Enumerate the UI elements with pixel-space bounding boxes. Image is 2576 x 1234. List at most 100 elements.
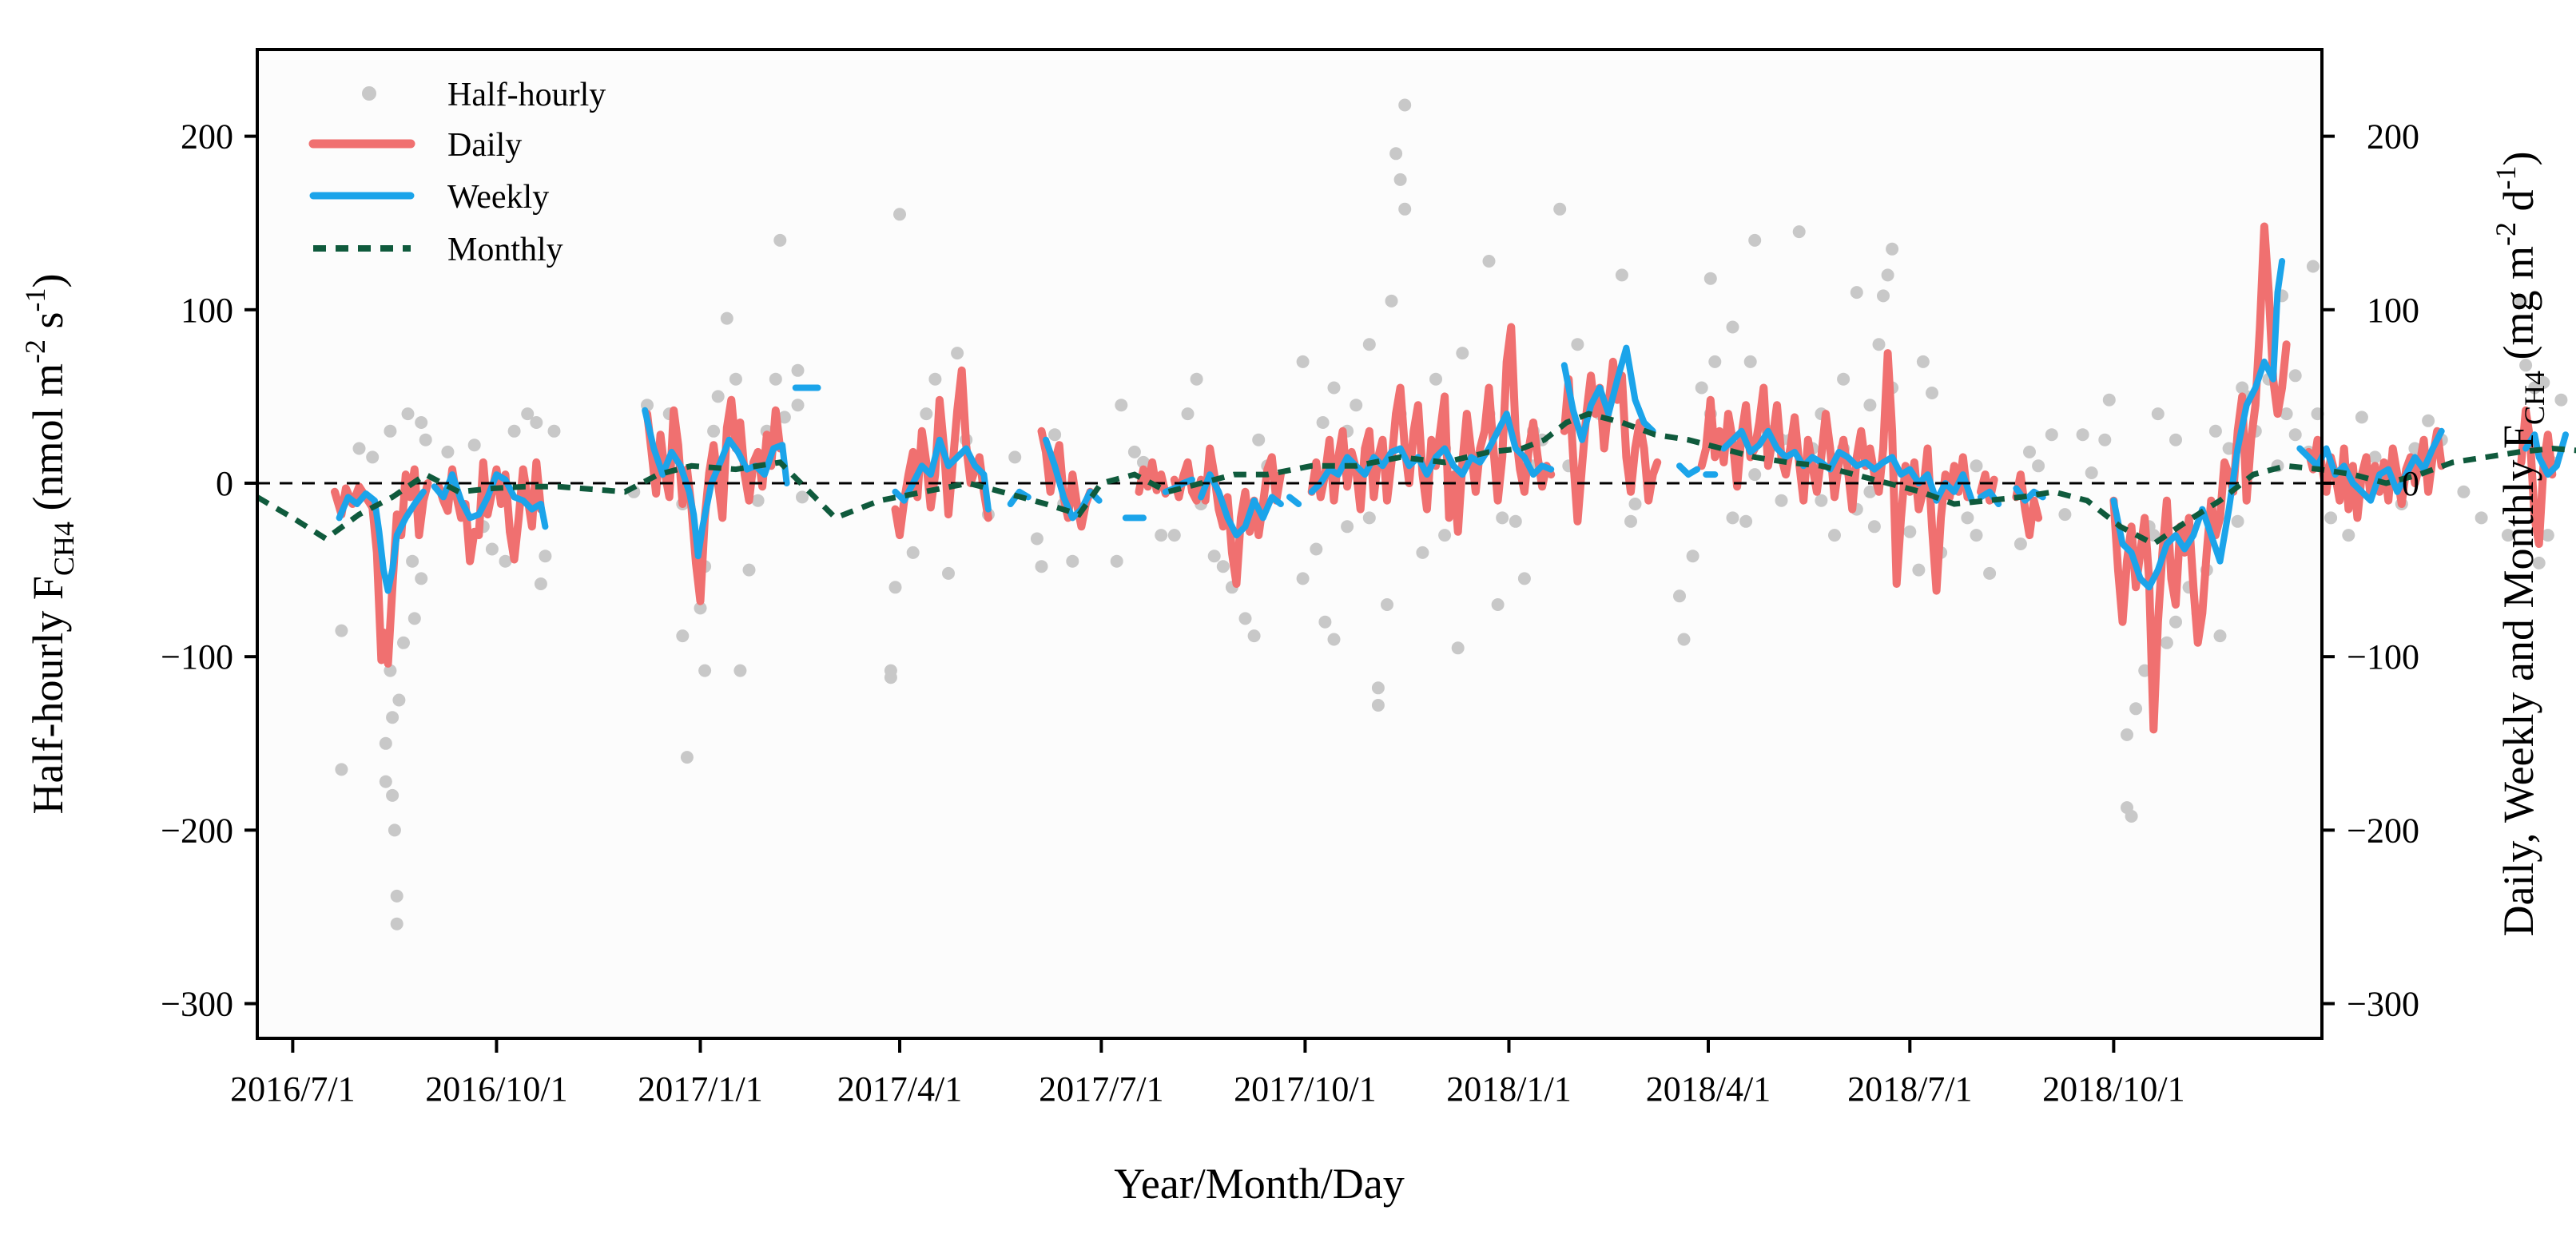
half-hourly-point (2013, 538, 2027, 550)
plot-area (257, 50, 2322, 1038)
half-hourly-point (1983, 566, 1997, 580)
daily-line (891, 366, 992, 540)
half-hourly-point (2076, 428, 2089, 442)
half-hourly-point (1066, 554, 1079, 568)
half-hourly-point (507, 424, 521, 438)
half-hourly-point (2151, 407, 2165, 421)
half-hourly-point (676, 629, 690, 643)
half-hourly-point (1726, 511, 1739, 525)
half-hourly-point (1167, 529, 1181, 542)
weekly-line (1286, 494, 1302, 507)
half-hourly-point (539, 550, 552, 563)
half-hourly-point (1371, 699, 1385, 712)
half-hourly-point (1677, 633, 1691, 646)
half-hourly-point (1327, 381, 1341, 395)
half-hourly-point (352, 442, 366, 455)
half-hourly-point (1416, 546, 1429, 559)
half-hourly-point (1571, 338, 1584, 351)
weekly-line (1043, 436, 1103, 522)
right-y-axis-title: Daily, Weekly and Monthly FCH4 (mg m-2 d… (2490, 151, 2550, 936)
half-hourly-point (1553, 202, 1567, 216)
x-tick-label: 2017/1/1 (638, 1069, 762, 1109)
half-hourly-point (1509, 514, 1522, 528)
half-hourly-point (951, 347, 964, 360)
half-hourly-point (1216, 560, 1230, 573)
half-hourly-point (680, 751, 694, 764)
half-hourly-point (1863, 485, 1877, 498)
half-hourly-point (888, 581, 902, 594)
legend-weekly-label: Weekly (447, 179, 549, 216)
right-y-tick-label: 0 (2402, 464, 2419, 503)
half-hourly-point (1708, 355, 1722, 368)
half-hourly-point (773, 233, 787, 247)
half-hourly-point (1615, 268, 1628, 282)
half-hourly-point (751, 494, 765, 507)
half-hourly-point (1385, 294, 1398, 308)
half-hourly-point (694, 601, 707, 615)
half-hourly-point (534, 577, 547, 590)
half-hourly-point (386, 788, 400, 802)
half-hourly-point (415, 416, 428, 429)
half-hourly-point (1030, 532, 1044, 546)
half-hourly-point (485, 542, 499, 556)
half-hourly-point (406, 554, 419, 568)
half-hourly-point (1155, 529, 1168, 542)
half-hourly-point (1398, 98, 1412, 112)
half-hourly-point (441, 445, 455, 458)
left-y-axis: 200 100 0 −100 −200 −300 (161, 117, 257, 1024)
half-hourly-point (2222, 442, 2236, 455)
half-hourly-point (1438, 529, 1452, 542)
half-hourly-point (796, 490, 809, 504)
half-hourly-point (2169, 433, 2182, 446)
half-hourly-point (2342, 529, 2355, 542)
legend-half-hourly-marker (362, 86, 376, 101)
half-hourly-point (1926, 387, 1938, 399)
half-hourly-point (1341, 520, 1354, 534)
half-hourly-point (1881, 268, 1894, 282)
half-hourly-point (1207, 550, 1221, 563)
daily-line (643, 395, 785, 605)
left-y-axis-title: Half-hourly FCH4 (nmol m-2 s-1) (19, 274, 80, 815)
left-y-tick-label: −300 (161, 985, 233, 1024)
daily-line (1560, 357, 1662, 526)
half-hourly-point (2208, 424, 2222, 438)
x-axis: 2016/7/1 2016/10/1 2017/1/1 2017/4/1 2017/7/… (230, 1038, 2185, 1109)
x-tick-label: 2018/4/1 (1646, 1069, 1771, 1109)
half-hourly-point (1008, 450, 1022, 464)
half-hourly-point (2422, 414, 2435, 427)
half-hourly-point (392, 693, 406, 707)
half-hourly-point (1726, 320, 1739, 334)
half-hourly-point (1190, 372, 1203, 386)
half-hourly-point (733, 664, 747, 677)
half-hourly-point (1491, 598, 1505, 611)
weekly-line (1308, 411, 1555, 495)
half-hourly-point (335, 624, 348, 637)
x-tick-label: 2016/10/1 (425, 1069, 567, 1109)
legend: Half-hourly Daily Weekly Monthly (308, 77, 606, 268)
weekly-line (892, 436, 992, 513)
half-hourly-point (1837, 372, 1851, 386)
half-hourly-point (1429, 372, 1442, 386)
half-hourly-point (2023, 445, 2036, 458)
half-hourly-point (1296, 572, 1310, 585)
half-hourly-point (1624, 514, 1637, 528)
legend-half-hourly-label: Half-hourly (447, 77, 606, 113)
half-hourly-point (2058, 508, 2072, 522)
half-hourly-point (2231, 514, 2244, 528)
half-hourly-points (335, 98, 2568, 930)
half-hourly-point (415, 572, 428, 585)
half-hourly-point (884, 671, 897, 684)
half-hourly-point (1115, 399, 1128, 412)
half-hourly-point (1828, 529, 1841, 542)
half-hourly-point (1316, 416, 1330, 429)
half-hourly-point (2554, 393, 2568, 407)
half-hourly-point (928, 372, 942, 386)
left-y-tick-label: −200 (161, 811, 233, 850)
half-hourly-point (1912, 563, 1926, 577)
half-hourly-point (2368, 450, 2382, 464)
half-hourly-point (2160, 636, 2173, 649)
half-hourly-point (1743, 355, 1757, 368)
half-hourly-point (791, 399, 805, 412)
daily-line (1307, 323, 1556, 536)
half-hourly-point (1792, 225, 1806, 239)
